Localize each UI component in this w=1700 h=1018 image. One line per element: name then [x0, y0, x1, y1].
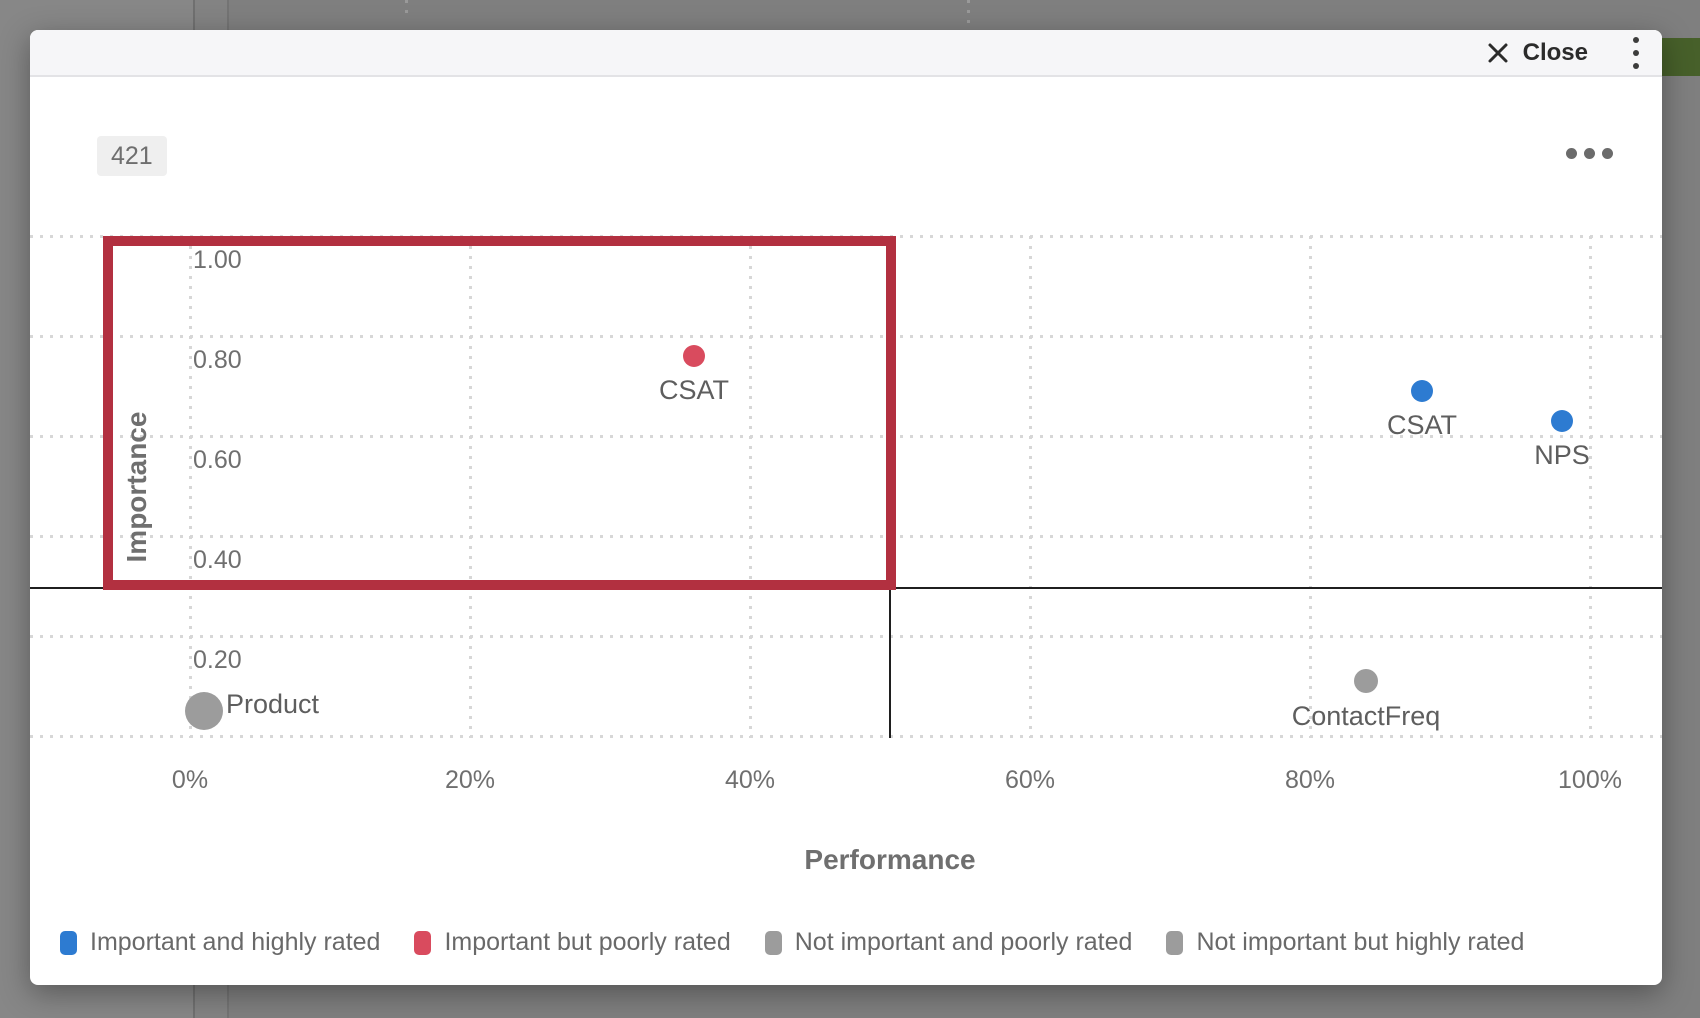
ellipsis-icon — [1566, 148, 1577, 159]
gridline-vertical — [189, 236, 192, 738]
legend-label: Important and highly rated — [90, 928, 381, 956]
legend-label: Not important and poorly rated — [794, 928, 1133, 956]
scatter-point[interactable] — [1354, 669, 1378, 693]
gridline-horizontal — [30, 735, 1662, 738]
close-icon — [1486, 41, 1510, 65]
legend-swatch — [1166, 930, 1184, 955]
x-axis-tick-label: 80% — [1284, 766, 1336, 794]
scatter-point[interactable] — [1411, 380, 1433, 402]
legend-swatch — [414, 930, 432, 955]
point-label: Product — [226, 689, 320, 719]
gridline-vertical — [1589, 236, 1592, 738]
scatter-point[interactable] — [683, 345, 705, 367]
gridline-horizontal — [30, 635, 1662, 638]
y-axis-tick-label: 0.20 — [193, 646, 242, 674]
ellipsis-icon — [1584, 148, 1595, 159]
x-axis-tick-label: 100% — [1558, 766, 1622, 794]
scatter-point[interactable] — [185, 692, 223, 730]
legend-item[interactable]: Important and highly rated — [60, 928, 380, 957]
legend-swatch — [60, 930, 77, 955]
point-label: CSAT — [658, 375, 730, 405]
x-axis-title: Performance — [804, 844, 976, 875]
quadrant-line-vertical — [889, 587, 891, 738]
kebab-menu-button[interactable] — [1629, 35, 1643, 71]
x-axis-tick-label: 0% — [171, 766, 209, 794]
ellipsis-icon — [1602, 148, 1613, 159]
modal-header: Close — [30, 30, 1662, 77]
chart-legend: Important and highly rated Important but … — [60, 928, 1524, 957]
count-badge: 421 — [97, 136, 167, 176]
point-label: CSAT — [1386, 410, 1458, 440]
close-button-label: Close — [1522, 38, 1588, 66]
legend-item[interactable]: Not important but highly rated — [1166, 928, 1524, 957]
chart-options-menu-button[interactable] — [1564, 142, 1615, 165]
background-gridline — [405, 0, 408, 14]
gridline-vertical — [1029, 236, 1032, 738]
gridline-vertical — [469, 236, 472, 738]
kebab-icon — [1633, 36, 1639, 43]
y-axis-tick-label: 0.80 — [193, 346, 242, 374]
point-label: ContactFreq — [1291, 701, 1441, 731]
x-axis-tick-label: 60% — [1004, 766, 1056, 794]
x-axis-tick-label: 20% — [444, 766, 496, 794]
legend-label: Not important but highly rated — [1196, 928, 1525, 956]
legend-swatch — [764, 930, 782, 955]
point-label: NPS — [1534, 440, 1590, 470]
legend-item[interactable]: Important but poorly rated — [414, 928, 731, 957]
background-gridline — [967, 0, 970, 30]
scatter-point[interactable] — [1551, 410, 1573, 432]
close-button[interactable]: Close — [1486, 39, 1588, 67]
gridline-horizontal — [30, 535, 1662, 538]
legend-item[interactable]: Not important and poorly rated — [764, 928, 1133, 957]
legend-label: Important but poorly rated — [444, 928, 731, 956]
gridline-horizontal — [30, 335, 1662, 338]
gridline-horizontal — [30, 435, 1662, 438]
gridline-vertical — [1309, 236, 1312, 738]
kebab-icon — [1633, 49, 1639, 56]
chart-plot: Importance Performance 1.00 0.80 0.60 0.40 0… — [30, 30, 1662, 985]
kebab-icon — [1633, 62, 1639, 69]
y-axis-tick-label: 0.40 — [193, 546, 242, 574]
highlight-rectangle — [103, 236, 896, 590]
gridline-vertical — [749, 236, 752, 738]
background-green-button — [1662, 38, 1700, 76]
chart-modal-dialog: Close 421 Importance Performance 1.00 0.8… — [30, 30, 1662, 985]
y-axis-tick-label: 0.60 — [193, 446, 242, 474]
x-axis-tick-label: 40% — [724, 766, 776, 794]
y-axis-tick-label: 1.00 — [193, 246, 242, 274]
